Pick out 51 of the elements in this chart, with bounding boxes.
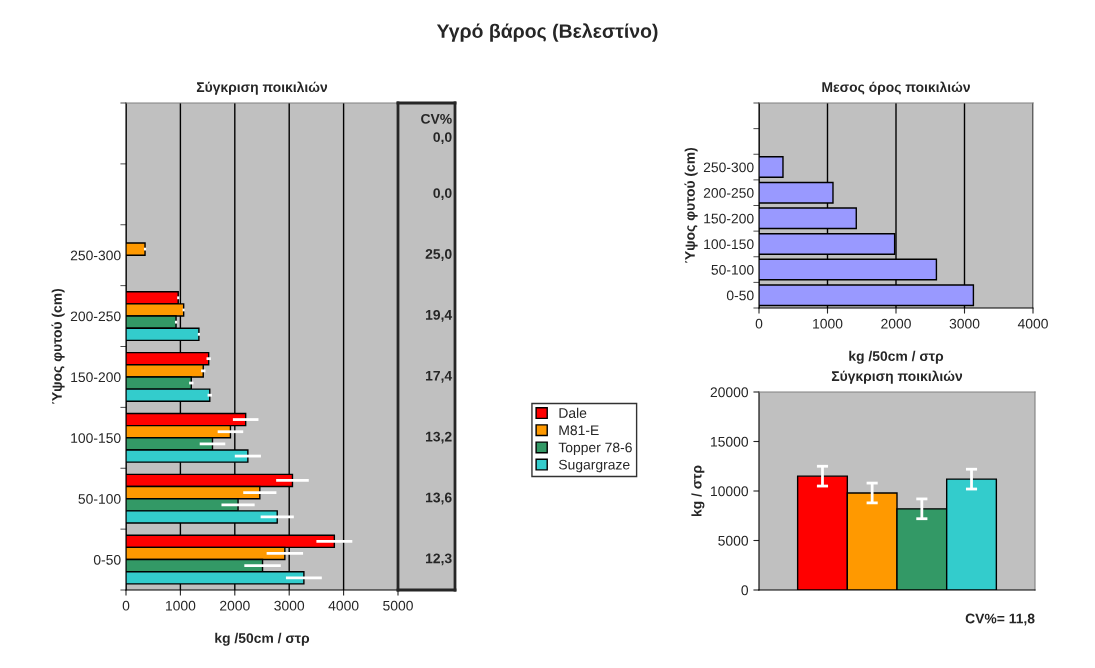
legend-label: M81-E xyxy=(559,425,599,436)
y-tick-label: 10000 xyxy=(711,486,749,497)
y-axis-title: Ύψος φυτού (cm) xyxy=(684,147,698,263)
legend-label: Dale xyxy=(559,407,587,418)
chart-title: Σύγκριση ποικιλιών xyxy=(196,81,328,95)
text: Υγρό βάρος (Βελεστίνο) xyxy=(436,23,658,42)
y-tick-label: 100-150 xyxy=(704,239,754,250)
x-tick-label: 0 xyxy=(122,600,130,611)
y-tick-label: 0 xyxy=(741,585,749,596)
y-tick-label: 250-300 xyxy=(703,162,754,173)
text: CV% xyxy=(421,113,452,124)
text: 0,0 xyxy=(433,188,452,201)
x-tick-label: 4000 xyxy=(328,600,359,611)
y-tick-label: 200-250 xyxy=(70,311,121,322)
text: 25,0 xyxy=(425,249,452,261)
y-axis-title: Ύψος φυτού (cm) xyxy=(51,288,65,404)
text: 13,6 xyxy=(426,492,452,505)
y-tick-label: 150-200 xyxy=(71,372,121,383)
y-axis-title: kg / στρ xyxy=(691,465,705,517)
legend-label: Topper 78-6 xyxy=(558,442,632,456)
y-tick-label: 0-50 xyxy=(93,554,121,565)
y-tick-label: 150-200 xyxy=(704,213,754,224)
x-tick-label: 3000 xyxy=(949,318,980,329)
x-tick-label: 0 xyxy=(755,318,763,329)
text: 13,2 xyxy=(426,431,452,444)
y-tick-label: 200-250 xyxy=(703,188,754,198)
legend-label: Sugargraze xyxy=(558,459,630,473)
y-tick-label: 50-100 xyxy=(78,494,121,504)
x-tick-label: 1000 xyxy=(166,600,196,611)
y-tick-label: 15000 xyxy=(711,436,749,447)
x-tick-label: 3000 xyxy=(274,600,305,611)
x-tick-label: 2000 xyxy=(881,318,911,329)
x-tick-label: 5000 xyxy=(383,600,413,611)
text: 17,4 xyxy=(426,370,453,383)
y-tick-label: 20000 xyxy=(710,387,749,398)
y-tick-label: 100-150 xyxy=(71,433,121,443)
x-axis-title: kg /50cm / στρ xyxy=(849,350,944,364)
x-tick-label: 4000 xyxy=(1017,318,1048,329)
chart-title: Σύγκριση ποικιλιών xyxy=(831,370,963,384)
y-tick-label: 5000 xyxy=(718,535,749,546)
y-tick-label: 0-50 xyxy=(726,290,754,301)
y-tick-label: 50-100 xyxy=(711,264,754,275)
y-tick-label: 250-300 xyxy=(70,250,121,261)
text: 19,4 xyxy=(426,309,453,322)
chart-title: Μεσος όρος ποικιλιών xyxy=(822,81,970,95)
text: 12,3 xyxy=(426,553,452,566)
text: CV%= 11,8 xyxy=(965,613,1035,626)
x-axis-title: kg /50cm / στρ xyxy=(215,632,310,646)
x-tick-label: 1000 xyxy=(813,318,843,329)
x-tick-label: 2000 xyxy=(220,600,250,611)
text: 0,0 xyxy=(433,132,452,145)
